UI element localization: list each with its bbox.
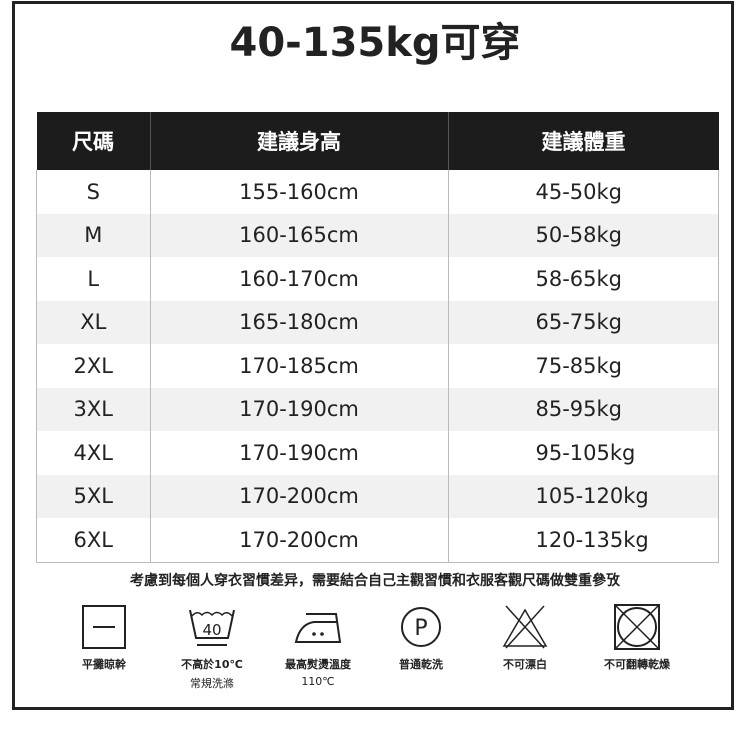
outer-frame <box>12 1 734 710</box>
iron-medium-icon <box>294 613 342 643</box>
dry-flat-icon <box>82 605 126 649</box>
height-cell: 160-170cm <box>150 257 449 301</box>
size-cell: 6XL <box>36 518 151 563</box>
height-cell: 165-180cm <box>150 300 449 344</box>
table-row: L 160-170cm 58-65kg <box>36 257 719 301</box>
care-dry-flat: 平攤晾幹 <box>44 604 164 672</box>
table-row: 2XL 170-185cm 75-85kg <box>36 344 719 388</box>
header-height: 建議身高 <box>150 112 449 170</box>
weight-cell: 58-65kg <box>448 257 719 301</box>
care-label: 最高熨燙溫度 <box>285 658 351 671</box>
weight-cell: 105-120kg <box>448 474 719 518</box>
care-label: 普通乾洗 <box>399 658 443 671</box>
height-cell: 170-190cm <box>150 431 449 475</box>
no-tumble-dry-icon <box>614 604 660 650</box>
header-size: 尺碼 <box>36 112 151 170</box>
table-row: 5XL 170-200cm 105-120kg <box>36 474 719 518</box>
table-header: 尺碼 建議身高 建議體重 <box>36 112 719 170</box>
svg-text:P: P <box>414 616 427 641</box>
table-row: M 160-165cm 50-58kg <box>36 213 719 257</box>
size-cell: L <box>36 257 151 301</box>
care-sublabel: 常規洗滌 <box>190 677 234 690</box>
table-row: 3XL 170-190cm 85-95kg <box>36 387 719 431</box>
care-label: 平攤晾幹 <box>82 658 126 671</box>
height-cell: 170-200cm <box>150 518 449 563</box>
height-cell: 155-160cm <box>150 170 449 214</box>
height-cell: 170-185cm <box>150 344 449 388</box>
care-iron: 最高熨燙溫度 110℃ <box>258 604 378 688</box>
care-label: 不高於10℃ <box>181 658 243 671</box>
wash-40-icon: 40 <box>189 609 235 646</box>
dry-clean-p-icon: P <box>401 607 441 647</box>
weight-cell: 95-105kg <box>448 431 719 475</box>
care-wash: 40 不高於10℃ 常規洗滌 <box>152 604 272 691</box>
header-weight: 建議體重 <box>448 112 719 170</box>
weight-cell: 50-58kg <box>448 213 719 257</box>
care-sublabel: 110℃ <box>301 675 335 688</box>
no-bleach-icon <box>502 605 548 649</box>
care-label: 不可翻轉乾燥 <box>604 658 670 671</box>
care-dry-clean: P 普通乾洗 <box>361 604 481 672</box>
fit-note: 考慮到每個人穿衣習慣差异，需要結合自己主觀習慣和衣服客觀尺碼做雙重參攷 <box>130 573 620 589</box>
table-row: 6XL 170-200cm 120-135kg <box>36 518 719 563</box>
height-cell: 170-190cm <box>150 387 449 431</box>
weight-cell: 75-85kg <box>448 344 719 388</box>
table-row: S 155-160cm 45-50kg <box>36 170 719 214</box>
weight-cell: 65-75kg <box>448 300 719 344</box>
weight-cell: 45-50kg <box>448 170 719 214</box>
size-cell: S <box>36 170 151 214</box>
size-cell: 4XL <box>36 431 151 475</box>
weight-cell: 120-135kg <box>448 518 719 563</box>
table-row: 4XL 170-190cm 95-105kg <box>36 431 719 475</box>
size-cell: XL <box>36 300 151 344</box>
size-cell: M <box>36 213 151 257</box>
weight-cell: 85-95kg <box>448 387 719 431</box>
care-no-tumble-dry: 不可翻轉乾燥 <box>577 604 697 672</box>
height-cell: 170-200cm <box>150 474 449 518</box>
page-title: 40-135kg可穿 <box>229 20 521 66</box>
size-cell: 2XL <box>36 344 151 388</box>
size-cell: 3XL <box>36 387 151 431</box>
care-no-bleach: 不可漂白 <box>465 604 585 672</box>
svg-text:40: 40 <box>202 621 221 639</box>
height-cell: 160-165cm <box>150 213 449 257</box>
table-row: XL 165-180cm 65-75kg <box>36 300 719 344</box>
size-cell: 5XL <box>36 474 151 518</box>
size-table: 尺碼 建議身高 建議體重 S 155-160cm 45-50kg M 160-165cm… <box>36 112 719 563</box>
care-label: 不可漂白 <box>503 658 547 671</box>
